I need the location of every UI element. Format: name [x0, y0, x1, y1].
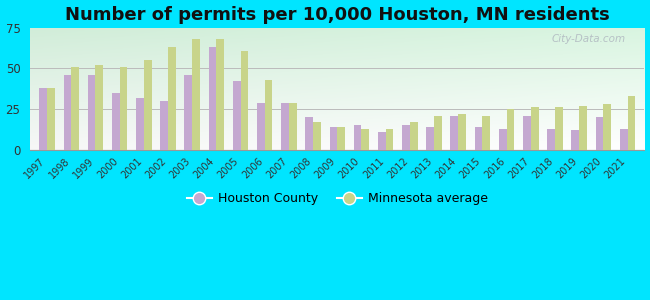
Bar — [161, 101, 168, 150]
Bar — [337, 127, 345, 150]
Bar — [47, 88, 55, 150]
Bar — [385, 128, 393, 150]
Bar — [289, 103, 296, 150]
Title: Number of permits per 10,000 Houston, MN residents: Number of permits per 10,000 Houston, MN… — [65, 6, 610, 24]
Bar — [450, 116, 458, 150]
Text: City-Data.com: City-Data.com — [552, 34, 626, 44]
Bar — [233, 82, 240, 150]
Bar — [620, 128, 627, 150]
Bar — [474, 127, 482, 150]
Bar — [120, 67, 127, 150]
Bar — [240, 51, 248, 150]
Bar — [96, 65, 103, 150]
Bar — [361, 128, 369, 150]
Bar — [330, 127, 337, 150]
Bar — [88, 75, 96, 150]
Bar — [595, 117, 603, 150]
Bar — [547, 128, 555, 150]
Bar — [378, 132, 385, 150]
Bar — [571, 130, 579, 150]
Bar — [64, 75, 72, 150]
Bar — [168, 47, 176, 150]
Bar — [434, 116, 442, 150]
Bar — [410, 122, 417, 150]
Bar — [579, 106, 587, 150]
Bar — [281, 103, 289, 150]
Bar — [144, 60, 151, 150]
Bar — [209, 47, 216, 150]
Bar — [354, 125, 361, 150]
Bar — [482, 116, 490, 150]
Bar — [555, 107, 563, 150]
Bar — [265, 80, 272, 150]
Bar — [523, 116, 531, 150]
Bar — [402, 125, 410, 150]
Bar — [112, 93, 120, 150]
Bar — [185, 75, 192, 150]
Bar — [627, 96, 635, 150]
Bar — [426, 127, 434, 150]
Bar — [257, 103, 265, 150]
Bar — [306, 117, 313, 150]
Bar — [506, 109, 514, 150]
Bar — [216, 39, 224, 150]
Bar — [531, 107, 538, 150]
Bar — [136, 98, 144, 150]
Bar — [192, 39, 200, 150]
Bar — [72, 67, 79, 150]
Bar — [40, 88, 47, 150]
Legend: Houston County, Minnesota average: Houston County, Minnesota average — [181, 188, 493, 210]
Bar — [313, 122, 321, 150]
Bar — [458, 114, 466, 150]
Bar — [499, 128, 506, 150]
Bar — [603, 104, 611, 150]
